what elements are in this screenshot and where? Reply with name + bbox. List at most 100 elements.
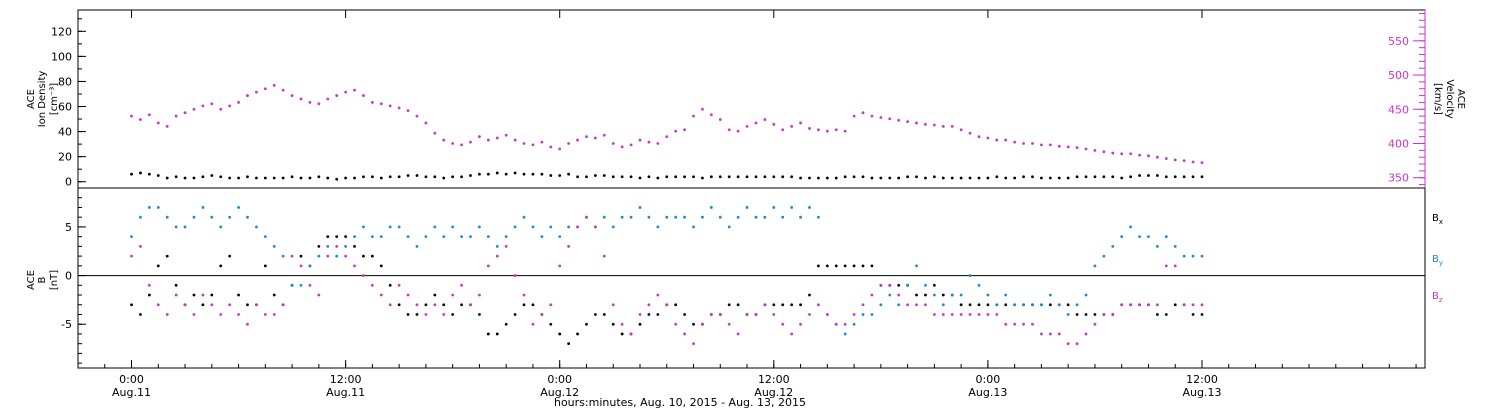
top-series-1-point-21 [317,102,321,106]
top-series-1-point-96 [986,136,990,140]
top-series-1-point-8 [201,104,205,108]
top-series-0-point-13 [246,175,249,179]
bottom-series-2-point-0 [130,254,133,258]
top-series-0-point-98 [1004,176,1008,180]
bottom-series-1-point-102 [1040,303,1043,307]
x-tick-time-3: 12:00 [758,373,790,386]
bottom-series-2-point-71 [763,303,767,307]
top-right-title-line-0: ACE [1455,89,1466,109]
top-series-0-point-12 [237,176,240,180]
bottom-series-2-point-78 [825,313,829,316]
top-series-0-point-31 [406,174,410,177]
top-series-1-point-84 [879,116,883,119]
bottom-series-1-point-116 [1164,235,1168,239]
bottom-series-1-point-97 [995,303,999,307]
bottom-panel-frame [77,187,1426,369]
bottom-series-1-point-113 [1138,235,1141,239]
bottom-series-1-point-35 [442,235,446,239]
top-series-0-point-45 [531,172,535,176]
bottom-series-0-point-74 [790,303,794,307]
bottom-series-0-point-13 [246,303,249,307]
bottom-series-1-point-16 [272,244,276,248]
bottom-series-0-point-35 [442,303,446,307]
bottom-series-0-point-25 [353,244,356,248]
top-series-1-point-101 [1031,142,1034,145]
bottom-series-1-point-117 [1173,244,1177,248]
top-series-0-point-75 [799,176,802,180]
bottom-left-axis: -5 0 5 [61,197,86,364]
bottom-series-0-point-115 [1155,313,1159,316]
bottom-series-2-point-23 [335,244,339,248]
bottom-series-1-point-14 [255,225,258,229]
top-series-1-point-4 [165,124,169,128]
bottom-series-1-point-34 [433,225,437,229]
top-series-1-point-60 [665,135,669,139]
bottom-series-0-point-120 [1200,313,1204,316]
bottom-series-0-point-98 [1004,303,1008,307]
bottom-series-0-point-78 [825,264,829,268]
bottom-series-0-point-2 [147,293,151,297]
bottom-series-2-point-10 [219,313,223,316]
bottom-series-0-point-116 [1164,313,1168,316]
bottom-series-0-point-105 [1066,303,1070,307]
bottom-series-1-point-92 [950,293,954,297]
top-series-0-point-59 [656,176,660,180]
top-series-0-point-54 [611,175,615,179]
top-series-0-point-92 [950,176,954,180]
top-series-1-point-14 [255,90,258,94]
top-series-1-point-29 [388,104,392,108]
bottom-series-0-point-47 [549,322,553,326]
bottom-series-2-point-38 [469,303,472,307]
bottom-series-1-point-36 [451,225,455,229]
bottom-series-1-point-62 [683,215,686,219]
bottom-series-0-point-67 [727,303,731,307]
bottom-series-1-point-13 [246,215,249,219]
bottom-series-2-point-117 [1173,264,1177,268]
bottom-series-1-point-109 [1102,254,1106,258]
bottom-left-tick-label-0: -5 [61,318,72,331]
bottom-series-2-point-50 [576,225,579,229]
bottom-series-2-point-68 [736,332,740,336]
bottom-series-0-point-62 [683,313,686,316]
bottom-series-2-point-54 [611,303,615,307]
bottom-series-2-point-28 [379,293,383,297]
bottom-series-1-point-91 [941,303,945,307]
bottom-series-2-point-34 [433,303,437,307]
bottom-series-1-point-55 [620,215,624,219]
top-series-1-point-112 [1129,152,1133,156]
bottom-series-1-point-3 [156,206,160,209]
bottom-series-2-point-85 [888,283,892,287]
bottom-series-1-point-41 [495,244,499,248]
top-series-1-point-64 [701,107,704,111]
top-left-tick-label-6: 120 [51,25,72,38]
top-series-0-point-109 [1102,175,1106,179]
bottom-series-2-point-31 [406,293,410,297]
bottom-series-2-point-3 [156,303,160,307]
top-series-1-point-68 [736,129,740,133]
top-series-1-point-100 [1022,142,1025,145]
top-left-axis: 0 20 40 60 80 100 120 [51,18,86,189]
bottom-series-2-point-37 [460,283,463,287]
bottom-series-2-point-88 [915,303,918,307]
top-series-0-point-21 [317,175,321,179]
bottom-series-1-point-23 [335,254,339,258]
top-left-title-line-1: Ion Density [37,71,48,128]
bottom-series-2-point-65 [709,313,713,316]
bottom-series-0-point-68 [736,303,740,307]
bottom-left-title-line-2: [nT] [49,270,60,290]
bottom-series-1-point-108 [1093,264,1097,268]
bottom-series-0-point-43 [513,313,517,316]
bottom-series-2-point-17 [281,303,285,307]
top-left-title-line-2: [cm⁻³] [49,83,60,115]
top-series-1-point-109 [1102,150,1106,154]
top-series-0-point-53 [602,174,606,177]
top-series-0-point-93 [959,176,963,180]
top-series-1-point-93 [959,128,963,132]
bottom-series-2-point-87 [906,303,910,307]
top-series-1-point-83 [870,114,874,118]
bottom-series-1-point-8 [201,206,205,209]
bottom-series-0-point-27 [370,254,374,258]
bottom-series-2-point-26 [362,274,365,277]
bottom-series-2-point-97 [995,313,999,316]
top-series-0-point-42 [504,172,508,176]
